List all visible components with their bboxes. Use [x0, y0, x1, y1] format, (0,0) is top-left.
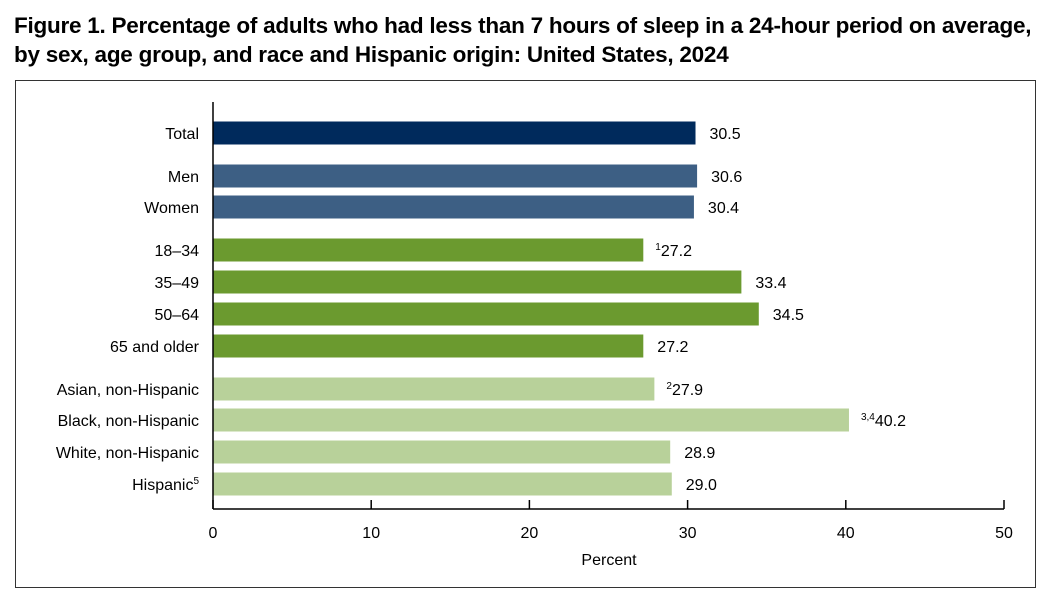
- value-label-50-64: 34.5: [773, 307, 804, 324]
- value-label-black-non-hispanic: 3,440.2: [861, 412, 906, 430]
- value-label-hispanic: 29.0: [686, 477, 717, 494]
- bar-35-49: [213, 270, 742, 294]
- value-label-men: 30.6: [711, 169, 742, 186]
- category-label-hispanic: Hispanic5: [132, 476, 199, 494]
- x-tick-label-30: 30: [679, 525, 697, 542]
- category-label-total: Total: [165, 126, 199, 143]
- bar-men: [213, 164, 698, 188]
- category-label-65-and-older: 65 and older: [110, 339, 200, 356]
- x-tick-label-40: 40: [837, 525, 855, 542]
- chart-title: Figure 1. Percentage of adults who had l…: [14, 13, 1032, 67]
- bar-black-non-hispanic: [213, 408, 849, 432]
- category-label-women: Women: [144, 200, 199, 217]
- value-label-total: 30.5: [710, 126, 741, 143]
- bar-total: [213, 121, 696, 145]
- value-label-18-34: 127.2: [655, 242, 692, 260]
- chart-frame: [15, 80, 1036, 588]
- bar-women: [213, 195, 694, 219]
- bar-50-64: [213, 302, 759, 326]
- x-tick-label-50: 50: [995, 525, 1013, 542]
- category-label-35-49: 35–49: [155, 275, 200, 292]
- value-label-65-and-older: 27.2: [657, 339, 688, 356]
- bar-65-and-older: [213, 334, 644, 358]
- value-label-women: 30.4: [708, 200, 739, 217]
- bars-group: [213, 121, 849, 496]
- category-label-white-non-hispanic: White, non-Hispanic: [56, 445, 199, 462]
- bar-white-non-hispanic: [213, 440, 671, 464]
- value-labels-group: 30.5 30.6 30.4 127.2 33.4 34.5 27.2 227.9 3,440.…: [655, 126, 906, 494]
- bar-hispanic: [213, 472, 672, 496]
- x-tick-label-0: 0: [209, 525, 218, 542]
- value-label-asian-non-hispanic: 227.9: [666, 381, 703, 399]
- category-label-18-34: 18–34: [155, 243, 200, 260]
- category-label-men: Men: [168, 169, 199, 186]
- x-axis-label: Percent: [581, 552, 637, 569]
- bar-asian-non-hispanic: [213, 377, 655, 401]
- category-label-asian-non-hispanic: Asian, non-Hispanic: [57, 382, 199, 399]
- axes-group: 0 10 20 30 40 50: [209, 102, 1013, 542]
- category-labels-group: Total Men Women 18–34 35–49 50–64 65 and older…: [56, 126, 200, 494]
- category-label-50-64: 50–64: [155, 307, 200, 324]
- x-tick-label-20: 20: [521, 525, 539, 542]
- value-label-35-49: 33.4: [755, 275, 786, 292]
- x-tick-label-10: 10: [362, 525, 380, 542]
- bar-18-34: [213, 238, 644, 262]
- value-label-white-non-hispanic: 28.9: [684, 445, 715, 462]
- category-label-black-non-hispanic: Black, non-Hispanic: [58, 413, 199, 430]
